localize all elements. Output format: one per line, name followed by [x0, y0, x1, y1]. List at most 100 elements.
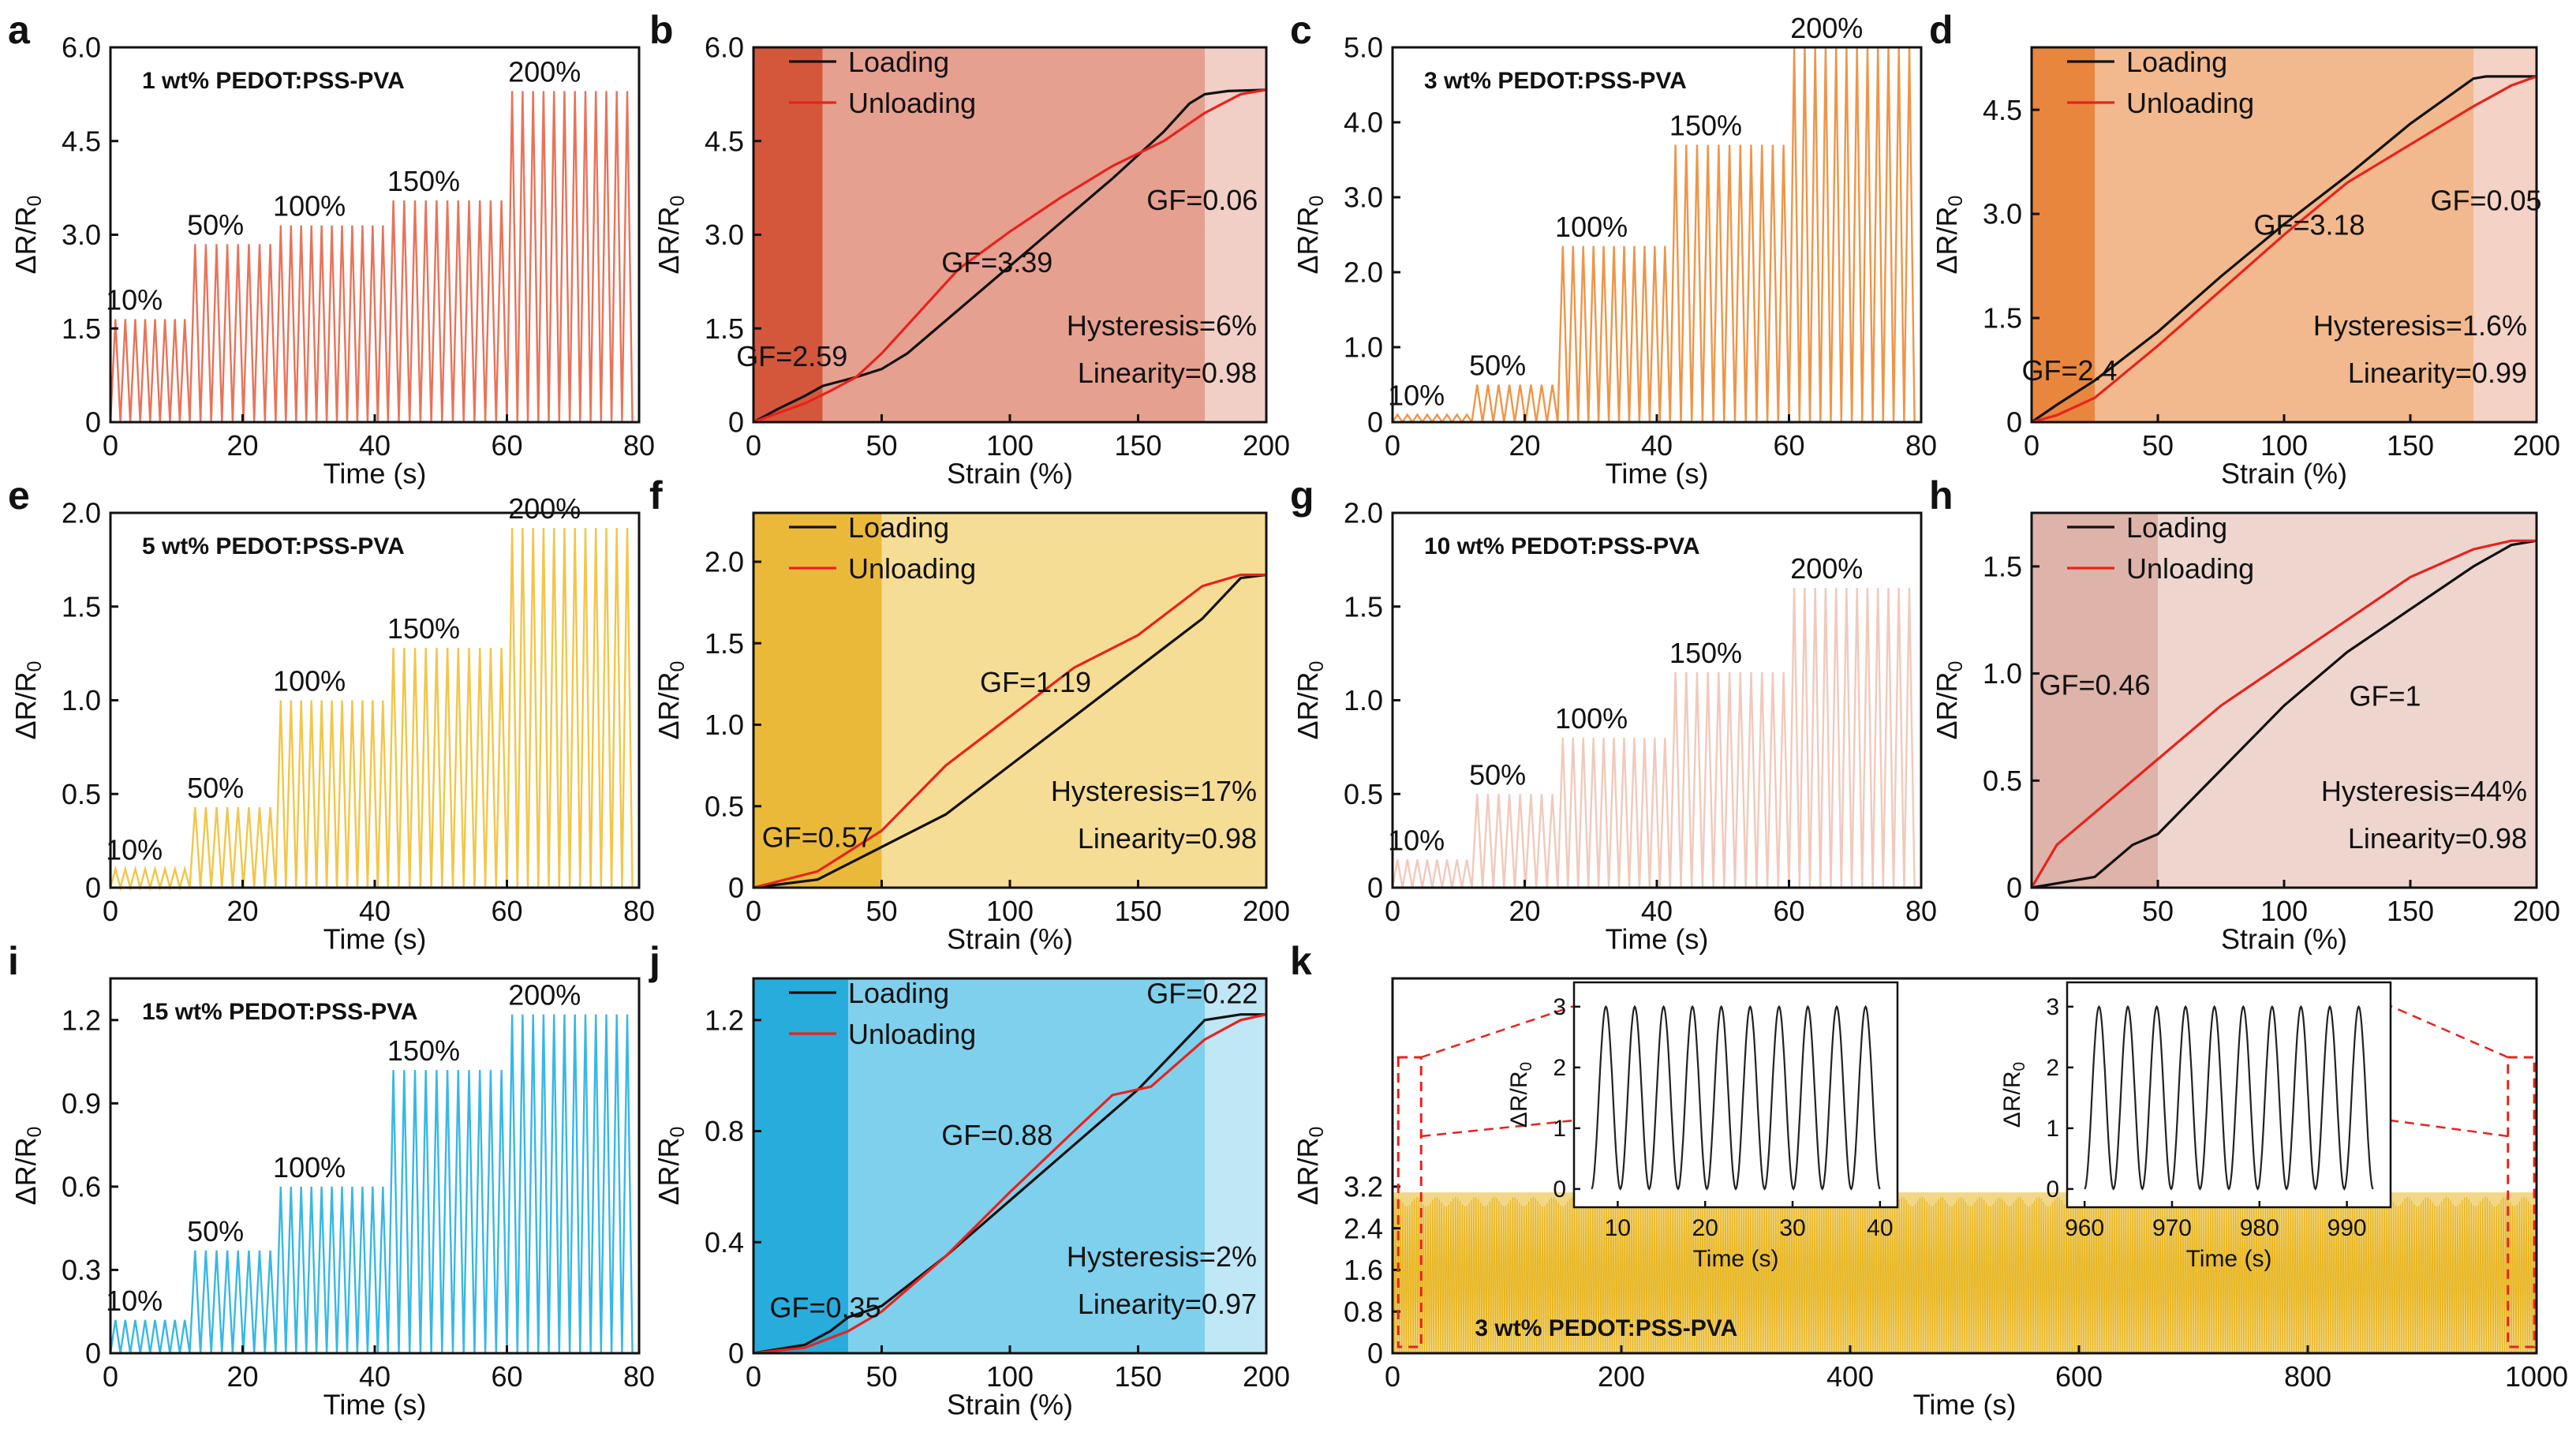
y-tick-label-a: 4.5 [62, 125, 101, 157]
y-tick-label-b: 3.0 [705, 219, 744, 251]
series-line-loading-d [2031, 75, 2537, 424]
y-tick-label-c: 0 [1367, 406, 1383, 439]
inset-y-tick-label-k: 2 [2046, 1055, 2059, 1081]
x-axis-label-d: Strain (%) [2221, 457, 2347, 489]
y-tick-label-k: 2.4 [1344, 1212, 1383, 1244]
inset-line-k [2084, 1004, 2374, 1191]
x-tick-label-i: 60 [491, 1360, 522, 1393]
step-label-g: 150% [1669, 637, 1742, 669]
strain-region-h [2032, 513, 2158, 888]
step-label-e: 200% [508, 492, 581, 525]
y-tick-label-b: 1.5 [705, 312, 744, 345]
data-band-k [1393, 1192, 2537, 1353]
y-tick-label-i: 0.6 [62, 1170, 101, 1202]
y-tick-label-g: 0 [1367, 872, 1383, 904]
data-line-step-e [189, 806, 277, 888]
x-tick-label-c: 60 [1773, 429, 1804, 462]
x-tick-label-g: 60 [1773, 895, 1804, 927]
gf-label-h: GF=0.46 [2039, 669, 2150, 701]
step-label-i: 100% [273, 1151, 346, 1184]
inset-x-tick-label-k: 40 [1867, 1215, 1893, 1241]
y-tick-label-e: 1.0 [62, 684, 101, 716]
x-tick-label-g: 40 [1641, 895, 1673, 927]
data-line-step-g [1557, 737, 1671, 888]
y-tick-label-h: 0 [2006, 872, 2022, 904]
y-tick-label-e: 0.5 [62, 778, 101, 810]
series-line-unloading-h [2030, 539, 2537, 888]
step-label-c: 150% [1669, 110, 1742, 142]
y-tick-label-d: 1.5 [1983, 302, 2022, 335]
data-line-step-i [189, 1250, 277, 1354]
x-tick-label-f: 100 [986, 895, 1034, 927]
legend-entry-b: Unloading [848, 87, 976, 119]
gf-label-d: GF=2.4 [2021, 354, 2117, 387]
inset-frame-k [2066, 981, 2392, 1209]
y-tick-label-i: 0.9 [62, 1087, 101, 1120]
inset-y-tick-label-k: 2 [1553, 1055, 1566, 1081]
chart-title-g: 10 wt% PEDOT:PSS-PVA [1424, 533, 1700, 559]
y-tick-label-c: 5.0 [1344, 32, 1383, 64]
y-tick-label-i: 1.2 [62, 1004, 101, 1036]
hysteresis-label-b: Hysteresis=6% [1067, 309, 1257, 342]
zoom-box-k [1396, 1056, 1423, 1348]
y-tick-label-c: 2.0 [1344, 256, 1383, 289]
y-tick-label-c: 1.0 [1344, 331, 1383, 364]
x-tick-label-d: 150 [2387, 429, 2434, 462]
y-axis-label-g: ΔR/R0 [1292, 661, 1328, 740]
legend-entry-d: Loading [2126, 46, 2227, 78]
step-label-a: 200% [508, 55, 581, 88]
zoom-connector-k [1420, 1004, 1575, 1059]
inset-y-tick-label-k: 1 [2046, 1116, 2059, 1142]
step-label-a: 10% [106, 283, 163, 316]
gf-label-f: GF=0.57 [762, 821, 873, 853]
x-tick-label-f: 200 [1243, 895, 1290, 927]
y-axis-label-h: ΔR/R0 [1931, 661, 1967, 740]
hysteresis-label-h: Hysteresis=44% [2321, 775, 2527, 807]
data-line-step-i [387, 1070, 508, 1354]
x-axis-label-f: Strain (%) [947, 922, 1073, 955]
legend-entry-h: Unloading [2126, 552, 2254, 585]
strain-region-d [2032, 47, 2095, 422]
gf-label-j: GF=0.35 [769, 1291, 880, 1323]
x-tick-label-c: 20 [1509, 429, 1540, 462]
gf-label-b: GF=3.39 [941, 246, 1052, 279]
x-tick-label-j: 50 [866, 1360, 897, 1393]
x-tick-label-h: 150 [2387, 895, 2434, 927]
x-tick-label-k: 0 [1385, 1360, 1400, 1393]
y-tick-label-f: 0.5 [705, 790, 744, 822]
x-tick-label-e: 80 [623, 895, 655, 927]
panel-label-g: g [1290, 473, 1314, 518]
inset-x-tick-label-k: 980 [2240, 1215, 2279, 1241]
x-tick-label-g: 20 [1509, 895, 1540, 927]
x-tick-label-h: 0 [2024, 895, 2039, 927]
x-axis-label-i: Time (s) [323, 1388, 427, 1420]
series-line-loading-b [753, 88, 1267, 424]
gf-label-d: GF=0.05 [2430, 185, 2541, 217]
x-tick-label-j: 0 [746, 1360, 761, 1393]
x-tick-label-a: 60 [491, 429, 522, 462]
x-tick-label-h: 200 [2513, 895, 2560, 927]
strain-region-b [822, 47, 1205, 422]
step-label-e: 50% [187, 772, 244, 804]
data-line-step-e [109, 865, 191, 892]
y-axis-label-d: ΔR/R0 [1931, 196, 1967, 275]
data-line-step-g [1471, 794, 1559, 888]
x-tick-label-e: 0 [103, 895, 118, 927]
x-axis-label-h: Strain (%) [2221, 922, 2347, 955]
chart-label-k: 3 wt% PEDOT:PSS-PVA [1475, 1315, 1737, 1341]
x-tick-label-d: 50 [2142, 429, 2174, 462]
y-tick-label-k: 1.6 [1344, 1254, 1383, 1286]
linearity-label-d: Linearity=0.99 [2348, 357, 2527, 389]
chart-title-e: 5 wt% PEDOT:PSS-PVA [142, 533, 405, 559]
inset-y-tick-label-k: 1 [1553, 1116, 1566, 1142]
gf-label-b: GF=0.06 [1146, 184, 1258, 216]
linearity-label-j: Linearity=0.97 [1078, 1288, 1257, 1320]
gf-label-f: GF=1.19 [980, 666, 1091, 698]
y-tick-label-b: 4.5 [705, 125, 744, 157]
legend-entry-h: Loading [2126, 511, 2227, 544]
x-tick-label-g: 80 [1905, 895, 1937, 927]
panel-label-i: i [8, 939, 19, 983]
series-line-unloading-j [753, 1013, 1267, 1355]
data-line-step-e [275, 700, 389, 888]
y-tick-label-c: 4.0 [1344, 107, 1383, 139]
